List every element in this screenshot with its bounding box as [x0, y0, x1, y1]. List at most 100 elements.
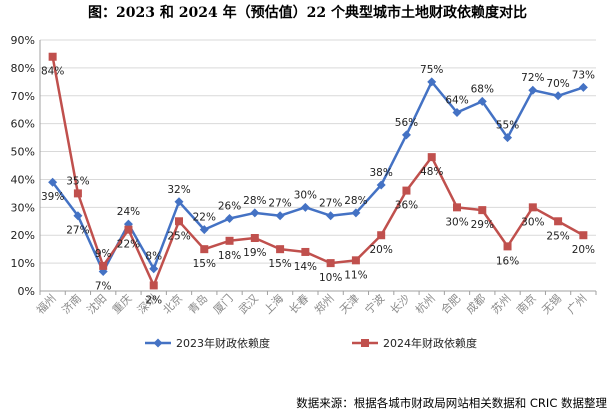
data-point — [275, 211, 285, 221]
data-label: 9% — [95, 248, 112, 260]
x-tick-label: 福州 — [33, 291, 58, 316]
data-point — [174, 197, 184, 207]
y-tick-label: 90% — [11, 34, 35, 47]
legend-marker — [361, 339, 369, 347]
x-tick-label: 成都 — [464, 292, 489, 317]
x-tick-label: 北京 — [160, 291, 185, 316]
x-tick-label: 沈阳 — [84, 291, 109, 316]
series-line-2 — [51, 56, 584, 287]
data-point — [199, 225, 209, 235]
data-point — [149, 281, 158, 290]
y-tick-label: 40% — [11, 173, 35, 186]
data-point — [554, 217, 563, 226]
data-label: 28% — [344, 195, 367, 207]
data-point — [48, 177, 58, 187]
data-label: 56% — [395, 117, 418, 129]
data-point — [351, 256, 360, 265]
data-label: 8% — [145, 251, 162, 263]
data-label: 68% — [471, 83, 494, 95]
data-point — [124, 225, 133, 234]
legend-marker — [153, 338, 163, 348]
data-label: 20% — [370, 244, 393, 256]
legend-label: 2024年财政依赖度 — [383, 336, 477, 350]
data-label: 22% — [117, 239, 140, 251]
x-tick-label: 南京 — [513, 291, 538, 316]
x-tick-label: 合肥 — [438, 291, 463, 316]
x-tick-label: 青岛 — [185, 291, 210, 316]
data-label: 26% — [218, 200, 241, 212]
data-label: 19% — [243, 247, 266, 259]
data-label: 27% — [66, 225, 89, 237]
data-point — [300, 202, 310, 212]
data-point — [326, 259, 335, 268]
data-point — [250, 208, 260, 218]
data-label: 75% — [420, 64, 443, 76]
y-tick-label: 80% — [11, 62, 35, 75]
data-label: 70% — [546, 78, 569, 90]
data-label: 36% — [395, 200, 418, 212]
data-point — [579, 231, 588, 240]
data-label: 32% — [167, 184, 190, 196]
data-label: 27% — [268, 198, 291, 210]
data-point — [326, 211, 336, 221]
data-label: 22% — [193, 212, 216, 224]
data-point — [200, 245, 209, 254]
data-point — [301, 247, 310, 256]
data-point — [528, 203, 537, 212]
legend: 2023年财政依赖度 2024年财政依赖度 — [145, 336, 477, 350]
data-point — [48, 52, 57, 61]
data-label: 20% — [572, 244, 595, 256]
data-point — [427, 153, 436, 162]
data-point — [225, 236, 234, 245]
data-label: 16% — [496, 255, 519, 267]
x-tick-label: 天津 — [337, 292, 362, 317]
x-tick-label: 上海 — [261, 291, 286, 316]
x-tick-label: 杭州 — [412, 291, 437, 316]
data-point — [225, 213, 235, 223]
data-point — [73, 189, 82, 198]
x-tick-label: 长沙 — [388, 292, 413, 317]
data-point — [578, 82, 588, 92]
y-tick-label: 30% — [11, 201, 35, 214]
y-tick-label: 60% — [11, 118, 35, 131]
data-point — [99, 261, 108, 270]
y-tick-label: 0% — [18, 285, 35, 298]
x-tick-label: 郑州 — [311, 291, 336, 316]
data-point — [250, 234, 259, 243]
data-point — [377, 231, 386, 240]
data-labels: 39%27%7%24%8%32%22%26% 28% 27%30%27% 28%38%… — [41, 64, 595, 307]
x-tick-label: 宁波 — [362, 291, 387, 316]
y-tick-label: 20% — [11, 229, 35, 242]
data-label: 27% — [319, 198, 342, 210]
data-label: 15% — [268, 258, 291, 270]
data-label: 35% — [66, 175, 89, 187]
x-tick-label: 广州 — [565, 292, 590, 317]
data-point — [401, 130, 411, 140]
data-point — [175, 217, 183, 226]
data-point — [73, 211, 83, 221]
data-label: 38% — [370, 167, 393, 179]
data-point — [477, 96, 487, 106]
data-label: 73% — [572, 69, 595, 81]
data-label: 39% — [41, 191, 64, 203]
data-label: 30% — [521, 216, 544, 228]
data-label: 14% — [294, 261, 317, 273]
grid-lines — [40, 39, 596, 264]
source-note: 数据来源：根据各城市财政局网站相关数据和 CRIC 数据整理 — [296, 396, 607, 410]
data-point — [376, 180, 386, 190]
data-label: 24% — [117, 206, 140, 218]
data-label: 7% — [95, 280, 112, 292]
x-tick-label: 苏州 — [489, 292, 514, 317]
data-label: 48% — [420, 166, 443, 178]
data-label: 11% — [344, 269, 367, 281]
data-point — [351, 208, 361, 218]
x-tick-label: 武汉 — [236, 292, 261, 317]
data-point — [503, 242, 512, 251]
x-tick-label: 济南 — [59, 291, 84, 316]
data-point — [149, 264, 159, 274]
x-tick-label: 无锡 — [539, 291, 564, 316]
axes: 0%10%20%30%40%50%60%70%80%90%福州 济南 沈阳 重庆 深圳北… — [11, 34, 597, 317]
chart-title: 图：2023 和 2024 年（预估值）22 个典型城市土地财政依赖度对比 — [88, 5, 527, 21]
x-tick-label: 重庆 — [109, 291, 134, 316]
